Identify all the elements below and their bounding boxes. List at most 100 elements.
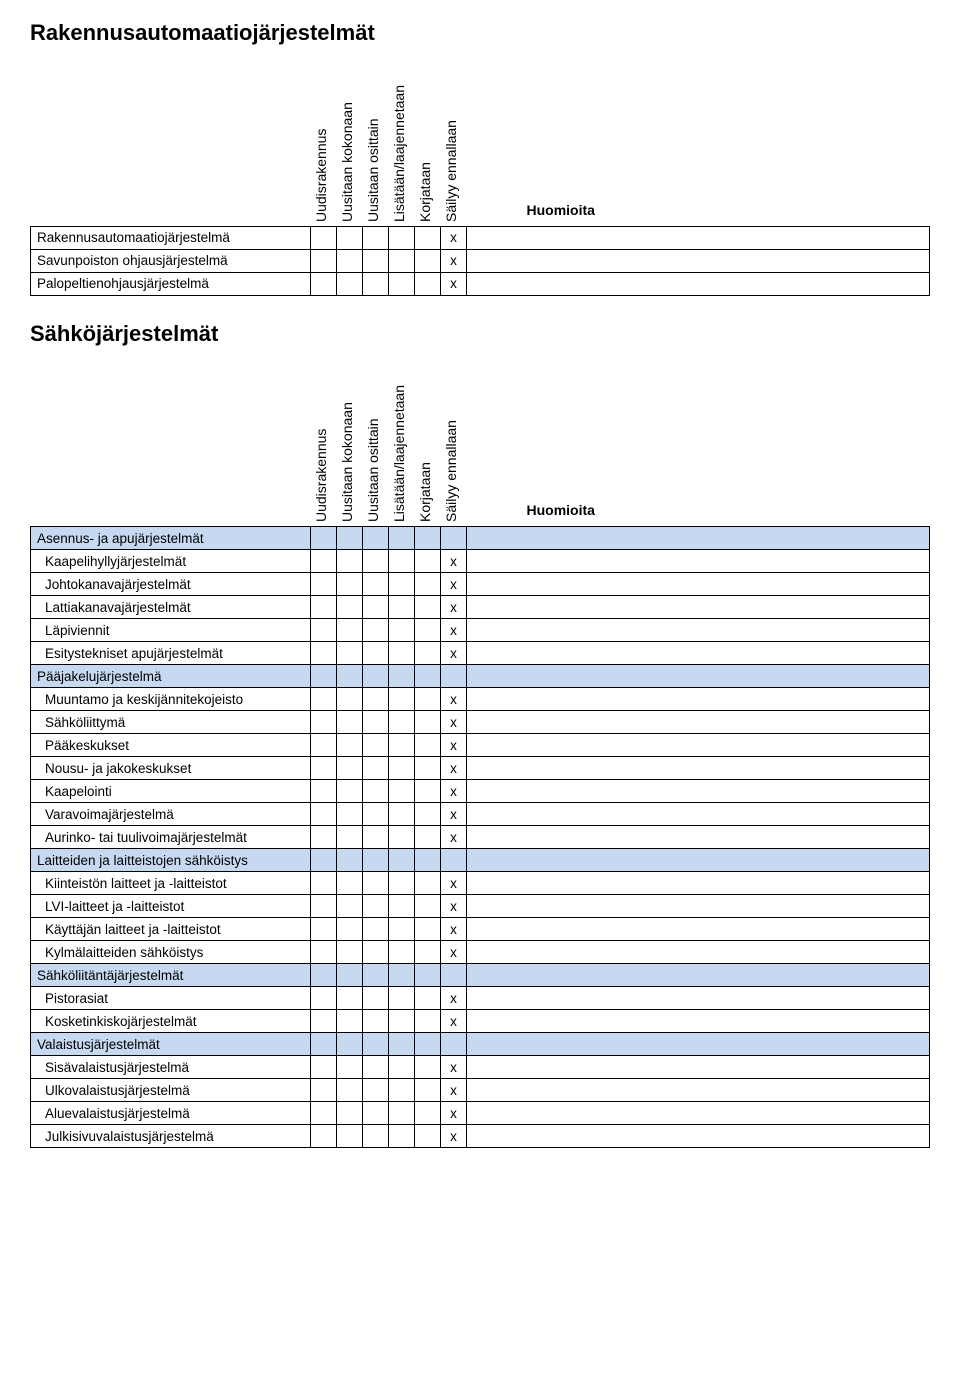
check-cell[interactable] (311, 642, 337, 665)
notes-cell[interactable] (467, 826, 930, 849)
check-cell[interactable]: x (441, 226, 467, 249)
check-cell[interactable] (389, 1079, 415, 1102)
check-cell[interactable] (337, 249, 363, 272)
check-cell[interactable] (389, 550, 415, 573)
check-cell[interactable] (415, 987, 441, 1010)
check-cell[interactable]: x (441, 1010, 467, 1033)
check-cell[interactable] (389, 803, 415, 826)
check-cell[interactable] (389, 1056, 415, 1079)
notes-cell[interactable] (467, 872, 930, 895)
check-cell[interactable]: x (441, 619, 467, 642)
notes-cell[interactable] (467, 1079, 930, 1102)
check-cell[interactable] (415, 596, 441, 619)
check-cell[interactable] (311, 803, 337, 826)
check-cell[interactable] (337, 1010, 363, 1033)
check-cell[interactable] (389, 272, 415, 295)
check-cell[interactable] (337, 734, 363, 757)
check-cell[interactable] (337, 757, 363, 780)
check-cell[interactable] (311, 872, 337, 895)
check-cell[interactable] (363, 780, 389, 803)
check-cell[interactable]: x (441, 826, 467, 849)
check-cell[interactable] (389, 895, 415, 918)
check-cell[interactable] (363, 596, 389, 619)
check-cell[interactable] (337, 272, 363, 295)
check-cell[interactable]: x (441, 872, 467, 895)
check-cell[interactable] (337, 573, 363, 596)
check-cell[interactable] (311, 1102, 337, 1125)
check-cell[interactable]: x (441, 734, 467, 757)
check-cell[interactable]: x (441, 573, 467, 596)
check-cell[interactable]: x (441, 757, 467, 780)
check-cell[interactable]: x (441, 1079, 467, 1102)
check-cell[interactable] (311, 895, 337, 918)
check-cell[interactable] (337, 918, 363, 941)
check-cell[interactable] (363, 941, 389, 964)
check-cell[interactable] (337, 226, 363, 249)
check-cell[interactable] (415, 619, 441, 642)
notes-cell[interactable] (467, 1010, 930, 1033)
check-cell[interactable] (363, 803, 389, 826)
check-cell[interactable]: x (441, 1056, 467, 1079)
check-cell[interactable] (311, 596, 337, 619)
check-cell[interactable] (311, 619, 337, 642)
check-cell[interactable] (363, 1102, 389, 1125)
notes-cell[interactable] (467, 619, 930, 642)
check-cell[interactable] (415, 1010, 441, 1033)
check-cell[interactable] (337, 711, 363, 734)
check-cell[interactable] (363, 734, 389, 757)
check-cell[interactable] (363, 1056, 389, 1079)
check-cell[interactable] (337, 619, 363, 642)
check-cell[interactable] (389, 249, 415, 272)
check-cell[interactable] (389, 734, 415, 757)
check-cell[interactable] (363, 249, 389, 272)
check-cell[interactable]: x (441, 711, 467, 734)
check-cell[interactable] (363, 272, 389, 295)
check-cell[interactable] (415, 573, 441, 596)
check-cell[interactable] (311, 918, 337, 941)
notes-cell[interactable] (467, 734, 930, 757)
notes-cell[interactable] (467, 550, 930, 573)
check-cell[interactable] (363, 1079, 389, 1102)
check-cell[interactable] (311, 1125, 337, 1148)
check-cell[interactable] (389, 987, 415, 1010)
check-cell[interactable] (363, 226, 389, 249)
check-cell[interactable] (415, 826, 441, 849)
check-cell[interactable] (311, 1010, 337, 1033)
check-cell[interactable]: x (441, 596, 467, 619)
check-cell[interactable] (415, 1056, 441, 1079)
check-cell[interactable] (363, 550, 389, 573)
check-cell[interactable] (389, 918, 415, 941)
notes-cell[interactable] (467, 642, 930, 665)
check-cell[interactable]: x (441, 803, 467, 826)
check-cell[interactable] (311, 826, 337, 849)
check-cell[interactable] (363, 895, 389, 918)
notes-cell[interactable] (467, 272, 930, 295)
check-cell[interactable] (311, 249, 337, 272)
check-cell[interactable] (415, 226, 441, 249)
check-cell[interactable]: x (441, 941, 467, 964)
check-cell[interactable] (415, 249, 441, 272)
check-cell[interactable] (311, 226, 337, 249)
check-cell[interactable]: x (441, 918, 467, 941)
check-cell[interactable] (337, 1125, 363, 1148)
check-cell[interactable] (389, 826, 415, 849)
check-cell[interactable]: x (441, 642, 467, 665)
check-cell[interactable] (363, 1010, 389, 1033)
check-cell[interactable] (363, 619, 389, 642)
check-cell[interactable] (415, 734, 441, 757)
check-cell[interactable] (389, 780, 415, 803)
check-cell[interactable] (311, 573, 337, 596)
check-cell[interactable] (415, 1102, 441, 1125)
check-cell[interactable]: x (441, 249, 467, 272)
check-cell[interactable] (311, 711, 337, 734)
check-cell[interactable] (363, 872, 389, 895)
check-cell[interactable] (389, 688, 415, 711)
check-cell[interactable] (389, 619, 415, 642)
check-cell[interactable] (311, 272, 337, 295)
check-cell[interactable] (415, 272, 441, 295)
check-cell[interactable] (363, 1125, 389, 1148)
check-cell[interactable] (311, 1056, 337, 1079)
notes-cell[interactable] (467, 1125, 930, 1148)
check-cell[interactable] (389, 1125, 415, 1148)
notes-cell[interactable] (467, 895, 930, 918)
